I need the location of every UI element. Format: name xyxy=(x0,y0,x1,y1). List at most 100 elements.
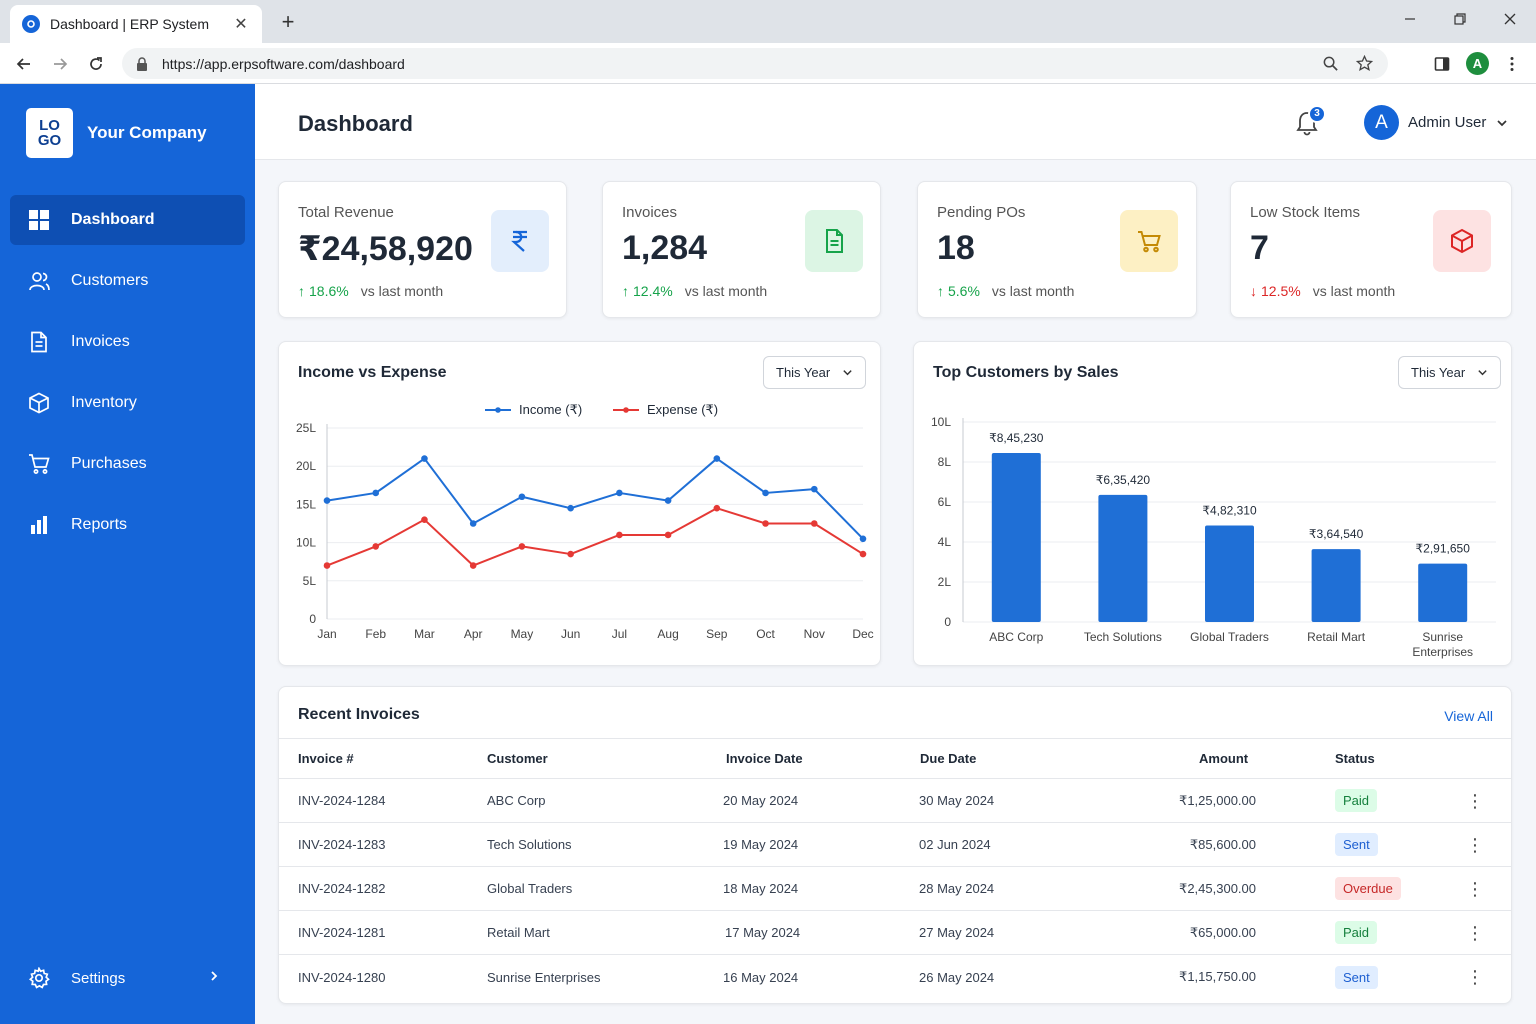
cart-icon xyxy=(1120,210,1178,272)
kpi-trend-percent: 18.6% xyxy=(309,283,349,299)
bookmark-star-icon[interactable] xyxy=(1354,54,1374,74)
status-badge: Paid xyxy=(1335,921,1378,944)
bar xyxy=(1098,494,1148,622)
income-expense-chart-card: 0 5L 10L 15L 20L 25L Jan Feb Mar Apr May Jun Jul Aug S… xyxy=(278,341,881,666)
sidepanel-icon[interactable] xyxy=(1430,52,1454,76)
period-dropdown[interactable]: This Year xyxy=(763,356,867,389)
customer-name: Tech Solutions xyxy=(487,837,572,852)
view-all-link[interactable]: View All xyxy=(1444,708,1493,724)
more-options-icon[interactable]: ⋮ xyxy=(1466,922,1484,943)
data-point xyxy=(372,489,380,497)
column-header[interactable]: Invoice Date xyxy=(726,751,803,766)
amount: ₹2,45,300.00 xyxy=(1179,880,1256,896)
y-tick-label: 8L xyxy=(938,455,952,469)
arrow-down-icon: ↓ xyxy=(1250,283,1257,299)
data-point xyxy=(323,562,331,569)
legend-marker xyxy=(495,407,501,413)
minimize-icon[interactable] xyxy=(1396,8,1424,30)
close-tab-icon[interactable]: ✕ xyxy=(234,16,248,33)
more-options-icon[interactable]: ⋮ xyxy=(1466,790,1484,811)
close-window-icon[interactable] xyxy=(1496,8,1524,30)
invoice-date: 17 May 2024 xyxy=(725,925,801,940)
logo-text-line-1: LO xyxy=(39,117,60,134)
sidebar-item-inventory[interactable]: Inventory xyxy=(10,378,245,428)
sidebar-item-customers[interactable]: Customers xyxy=(10,256,245,306)
invoice-number[interactable]: INV-2024-1280 xyxy=(298,969,386,985)
column-header[interactable]: Customer xyxy=(487,751,548,766)
box-icon xyxy=(28,392,50,414)
data-point xyxy=(713,504,721,512)
sidebar-item-dashboard[interactable]: Dashboard xyxy=(10,195,245,245)
company-logo: LO GO xyxy=(26,108,73,158)
browser-menu-icon[interactable] xyxy=(1500,52,1524,76)
chevron-down-icon xyxy=(843,370,852,376)
bar xyxy=(1311,549,1361,622)
period-dropdown[interactable]: This Year xyxy=(1398,356,1502,389)
sidebar-item-purchases[interactable]: Purchases xyxy=(10,439,245,489)
invoice-number[interactable]: INV-2024-1283 xyxy=(298,837,386,852)
invoice-number[interactable]: INV-2024-1281 xyxy=(298,925,386,940)
table-row[interactable]: INV-2024-1280 Sunrise Enterprises 16 May… xyxy=(279,955,1511,999)
company-name: Your Company xyxy=(87,123,207,142)
table-row[interactable]: INV-2024-1284 ABC Corp 20 May 2024 30 Ma… xyxy=(279,779,1511,823)
amount: ₹85,600.00 xyxy=(1189,836,1256,852)
data-label: ₹3,64,540 xyxy=(1309,527,1364,541)
profile-avatar[interactable]: A xyxy=(1466,52,1489,75)
data-label: ₹8,45,230 xyxy=(989,431,1044,445)
brand[interactable]: LO GO Your Company xyxy=(26,108,207,158)
sidebar-item-invoices[interactable]: Invoices xyxy=(10,317,245,367)
invoice-number[interactable]: INV-2024-1282 xyxy=(298,881,386,896)
data-point xyxy=(810,485,818,493)
more-options-icon[interactable]: ⋮ xyxy=(1466,878,1484,899)
y-tick-label: 6L xyxy=(938,495,952,509)
users-icon xyxy=(28,270,50,292)
kpi-card-low-stock[interactable]: Low Stock Items 7 ↓ 12.5% vs last month xyxy=(1230,181,1512,318)
new-tab-button[interactable]: + xyxy=(281,9,295,34)
restore-icon[interactable] xyxy=(1446,8,1474,30)
kpi-card-pending-pos[interactable]: Pending POs 18 ↑ 5.6% vs last month xyxy=(917,181,1197,318)
x-tick-label: Apr xyxy=(464,627,483,641)
chart-title: Top Customers by Sales xyxy=(933,364,1119,381)
table-row[interactable]: INV-2024-1282 Global Traders 18 May 2024… xyxy=(279,867,1511,911)
bar-chart-icon xyxy=(28,514,50,536)
url-field[interactable]: https://app.erpsoftware.com/dashboard xyxy=(122,48,1388,79)
table-row[interactable]: INV-2024-1281 Retail Mart 17 May 2024 27… xyxy=(279,911,1511,955)
dropdown-value: This Year xyxy=(1411,365,1466,380)
kpi-card-invoices[interactable]: Invoices 1,284 ↑ 12.4% vs last month xyxy=(602,181,881,318)
table-row[interactable]: INV-2024-1283 Tech Solutions 19 May 2024… xyxy=(279,823,1511,867)
column-header[interactable]: Due Date xyxy=(920,751,977,766)
status-badge: Paid xyxy=(1335,789,1378,812)
due-date: 26 May 2024 xyxy=(919,969,995,985)
kpi-trend-percent: 12.5% xyxy=(1261,283,1301,299)
column-header[interactable]: Invoice # xyxy=(298,751,354,766)
address-bar: https://app.erpsoftware.com/dashboard A xyxy=(0,43,1536,84)
x-tick-label: Oct xyxy=(756,627,775,641)
legend-marker xyxy=(623,407,629,413)
y-tick-label: 10L xyxy=(931,415,951,429)
back-icon[interactable] xyxy=(12,52,36,76)
column-header[interactable]: Status xyxy=(1335,751,1375,766)
more-options-icon[interactable]: ⋮ xyxy=(1466,967,1484,987)
y-tick-label: 5L xyxy=(303,574,317,588)
kpi-card-total-revenue[interactable]: Total Revenue ₹24,58,920 ↑ 18.6% vs last… xyxy=(278,181,567,318)
recent-invoices-card: Recent Invoices View All Invoice # Custo… xyxy=(278,686,1512,1004)
x-tick-label: Global Traders xyxy=(1190,630,1269,644)
kpi-trend: ↑ 12.4% vs last month xyxy=(622,283,767,299)
sidebar-item-reports[interactable]: Reports xyxy=(10,500,245,550)
y-tick-label: 20L xyxy=(296,459,316,473)
user-menu[interactable]: A Admin User xyxy=(1364,105,1508,140)
sidebar-item-label: Reports xyxy=(71,516,128,533)
more-options-icon[interactable]: ⋮ xyxy=(1466,834,1484,855)
browser-tab[interactable]: Dashboard | ERP System ✕ xyxy=(10,5,262,43)
column-header[interactable]: Amount xyxy=(1199,751,1249,766)
forward-icon[interactable] xyxy=(48,52,72,76)
series-line xyxy=(326,507,864,567)
reload-icon[interactable] xyxy=(84,52,108,76)
sidebar-item-settings[interactable]: Settings xyxy=(28,964,228,992)
chevron-right-icon xyxy=(208,969,220,987)
status-badge: Sent xyxy=(1335,833,1378,856)
invoice-number[interactable]: INV-2024-1284 xyxy=(298,793,386,808)
kpi-label: Low Stock Items xyxy=(1250,204,1361,221)
zoom-icon[interactable] xyxy=(1320,54,1340,74)
x-tick-label: Nov xyxy=(804,627,825,641)
